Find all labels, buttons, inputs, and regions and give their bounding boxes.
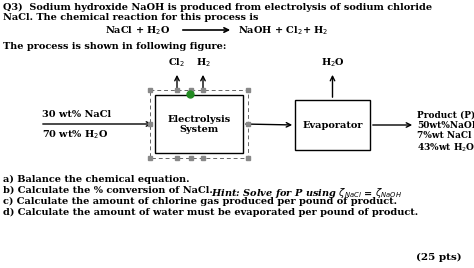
Text: 70 wt% H$_2$O: 70 wt% H$_2$O — [42, 128, 109, 141]
Text: (25 pts): (25 pts) — [416, 253, 462, 262]
Text: H$_2$: H$_2$ — [196, 56, 210, 69]
Text: Evaporator: Evaporator — [302, 121, 363, 129]
Text: Q3)  Sodium hydroxide NaOH is produced from electrolysis of sodium chloride: Q3) Sodium hydroxide NaOH is produced fr… — [3, 3, 432, 12]
Text: 30 wt% NaCl: 30 wt% NaCl — [42, 110, 111, 119]
Text: NaCl. The chemical reaction for this process is: NaCl. The chemical reaction for this pro… — [3, 13, 258, 22]
Text: Product (P): Product (P) — [417, 111, 474, 120]
Text: The process is shown in following figure:: The process is shown in following figure… — [3, 42, 227, 51]
Bar — [150, 90, 248, 158]
Text: a) Balance the chemical equation.: a) Balance the chemical equation. — [3, 175, 190, 184]
Text: NaCl + H$_2$O: NaCl + H$_2$O — [105, 24, 171, 37]
Text: c) Calculate the amount of chlorine gas produced per pound of product.: c) Calculate the amount of chlorine gas … — [3, 197, 397, 206]
Text: b) Calculate the % conversion of NaCl.: b) Calculate the % conversion of NaCl. — [3, 186, 216, 195]
Text: d) Calculate the amount of water must be evaporated per pound of product.: d) Calculate the amount of water must be… — [3, 208, 418, 217]
Text: 43%wt H$_2$O: 43%wt H$_2$O — [417, 141, 474, 154]
Text: H$_2$O: H$_2$O — [320, 56, 345, 69]
Bar — [155, 95, 243, 153]
Text: Cl$_2$: Cl$_2$ — [168, 56, 185, 69]
Bar — [295, 100, 370, 150]
Text: Electrolysis: Electrolysis — [167, 116, 231, 125]
Text: 7%wt NaCl: 7%wt NaCl — [417, 131, 471, 140]
Text: 50wt%NaOH: 50wt%NaOH — [417, 121, 474, 130]
Text: Hint: Solve for P using $\zeta_{NaCl}$ = $\zeta_{NaOH}$: Hint: Solve for P using $\zeta_{NaCl}$ =… — [211, 186, 402, 200]
Text: NaOH + Cl$_2$+ H$_2$: NaOH + Cl$_2$+ H$_2$ — [238, 24, 328, 37]
Text: System: System — [179, 125, 219, 135]
